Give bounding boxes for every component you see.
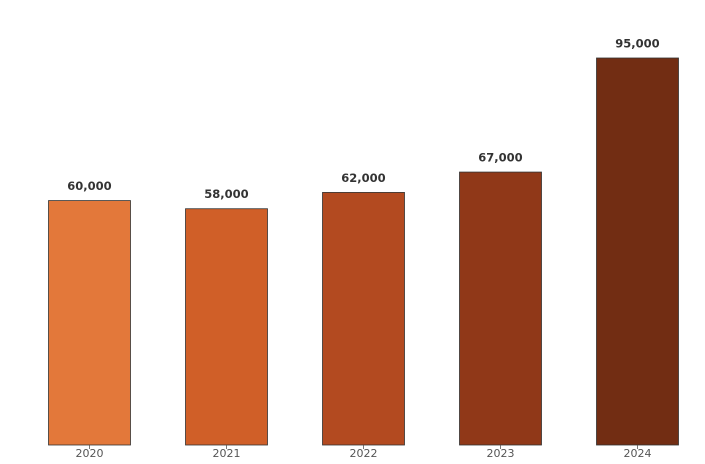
value-label: 60,000 xyxy=(67,179,111,193)
x-tick-label: 2022 xyxy=(350,447,378,460)
x-tick-label: 2020 xyxy=(76,447,104,460)
bar xyxy=(459,171,542,446)
value-label: 67,000 xyxy=(478,151,522,165)
x-tick-label: 2024 xyxy=(624,447,652,460)
bar xyxy=(48,200,131,446)
bar xyxy=(185,208,268,446)
bar xyxy=(322,192,405,446)
x-tick-label: 2023 xyxy=(487,447,515,460)
value-label: 58,000 xyxy=(204,187,248,201)
bar xyxy=(596,57,679,446)
value-label: 95,000 xyxy=(615,37,659,51)
value-label: 62,000 xyxy=(341,171,385,185)
x-tick-label: 2021 xyxy=(213,447,241,460)
